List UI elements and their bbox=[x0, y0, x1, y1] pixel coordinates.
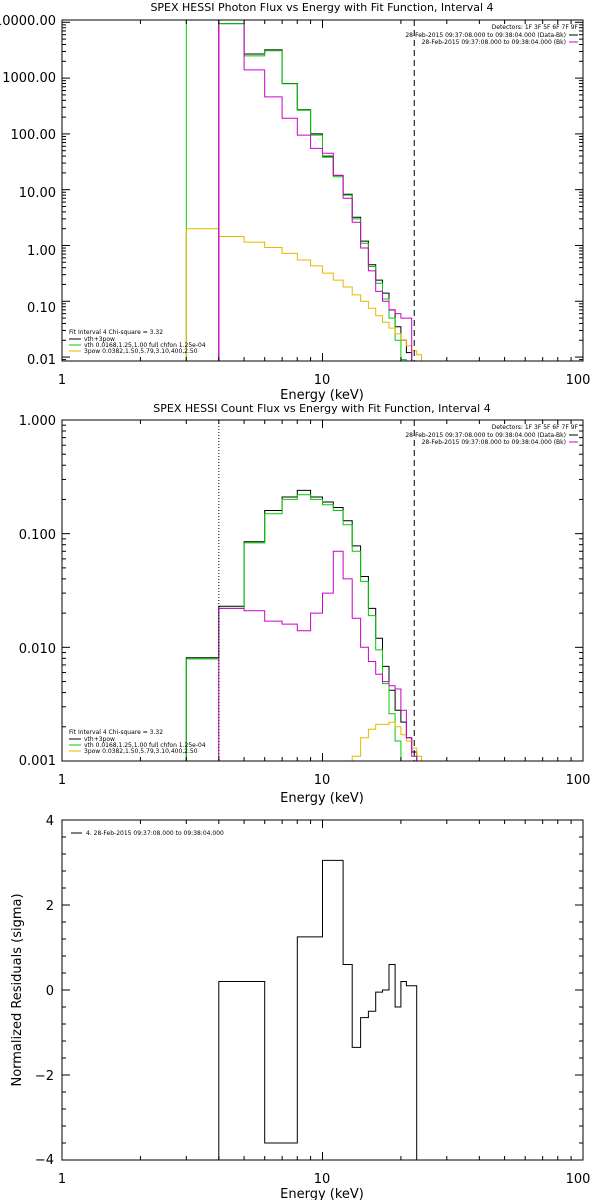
residuals-ytick-label: 2 bbox=[46, 899, 54, 914]
photon-ytick-label: 0.10 bbox=[27, 301, 56, 316]
count-xtick-label: 1 bbox=[58, 773, 66, 788]
count-chart-title: SPEX HESSI Count Flux vs Energy with Fit… bbox=[153, 402, 490, 415]
photon-legend-right-line: Detectors: 1F 3F 5F 6F 7F 9F bbox=[492, 24, 579, 31]
photon-legend-left-line: Fit Interval 4 Chi-square = 3.32 bbox=[69, 329, 163, 336]
photon-legend-left-line: 3pow 0.0382,1.50,5.79,3.10,400,2.50 bbox=[84, 348, 198, 355]
residuals-x-axis-label: Energy (keV) bbox=[280, 1187, 364, 1200]
count-ytick-label: 0.100 bbox=[19, 528, 56, 543]
photon-xtick-label: 10 bbox=[314, 373, 331, 388]
count-series-powerlaw bbox=[351, 721, 422, 761]
residuals-axis-ticks bbox=[61, 819, 583, 1161]
photon-vlines bbox=[218, 20, 415, 361]
photon-ytick-label: 1000.00 bbox=[2, 71, 56, 86]
count-legend-left-line: 3pow 0.0382,1.50,5.79,3.10,400,2.50 bbox=[84, 748, 198, 755]
photon-legend-left-line: vth 0.0168,1.25,1.00 full chfon 1.25e-04 bbox=[84, 342, 206, 349]
residuals-series-group bbox=[218, 859, 418, 1160]
count-series-total bbox=[185, 489, 422, 762]
photon-axis-ticks bbox=[61, 20, 583, 361]
count-legend-left-line: vth 0.0168,1.25,1.00 full chfon 1.25e-04 bbox=[84, 742, 206, 749]
photon-x-axis-label: Energy (keV) bbox=[280, 388, 364, 403]
photon-series-group bbox=[185, 19, 422, 361]
residuals-series-total bbox=[218, 859, 418, 1160]
residuals-legend-label: 4. 28-Feb-2015 09:37:08.000 to 09:38:04.… bbox=[86, 830, 224, 837]
photon-ytick-label: 1.00 bbox=[27, 244, 56, 259]
count-ytick-label: 0.001 bbox=[19, 754, 56, 769]
photon-series-background bbox=[218, 19, 413, 361]
residuals-ytick-label: −2 bbox=[35, 1069, 54, 1084]
photon-ytick-label: 10000.00 bbox=[0, 14, 56, 29]
residuals-xtick-label: 1 bbox=[58, 1172, 66, 1187]
count-ytick-label: 0.010 bbox=[19, 642, 56, 657]
count-legend-right-line: 28-Feb-2015 09:37:08.000 to 09:38:04.000… bbox=[405, 432, 566, 439]
count-legend-left-line: Fit Interval 4 Chi-square = 3.32 bbox=[69, 729, 163, 736]
count-series-background bbox=[218, 550, 418, 761]
residuals-xtick-label: 10 bbox=[314, 1172, 331, 1187]
residuals-panel: 4 2 0 −2 −4 1 10 100 Energy (keV) Normal… bbox=[10, 814, 590, 1200]
photon-legend-right-line: 28-Feb-2015 09:37:08.000 to 09:38:04.000… bbox=[405, 32, 566, 39]
residuals-ytick-label: 0 bbox=[46, 984, 54, 999]
photon-series-powerlaw bbox=[185, 228, 422, 361]
photon-series-total bbox=[218, 23, 413, 361]
photon-chart-title: SPEX HESSI Photon Flux vs Energy with Fi… bbox=[150, 1, 493, 14]
photon-legend-right-line: 28-Feb-2015 09:37:08.000 to 09:38:04.000… bbox=[422, 39, 566, 46]
residuals-y-axis-label: Normalized Residuals (sigma) bbox=[10, 893, 25, 1086]
count-xtick-label: 10 bbox=[314, 773, 331, 788]
photon-xtick-label: 100 bbox=[566, 373, 591, 388]
count-legend-left-line: vth+3pow bbox=[84, 736, 115, 743]
count-flux-panel: SPEX HESSI Count Flux vs Energy with Fit… bbox=[19, 402, 591, 806]
count-vlines bbox=[218, 420, 415, 761]
photon-ytick-label: 10.00 bbox=[19, 186, 56, 201]
count-ytick-label: 1.000 bbox=[19, 414, 56, 429]
residuals-xtick-label: 100 bbox=[566, 1172, 591, 1187]
count-legend-right-line: 28-Feb-2015 09:37:08.000 to 09:38:04.000… bbox=[422, 439, 566, 446]
residuals-ytick-label: 4 bbox=[46, 814, 54, 829]
photon-plot-frame bbox=[61, 19, 584, 362]
count-plot-frame bbox=[61, 419, 584, 762]
count-x-axis-label: Energy (keV) bbox=[280, 791, 364, 806]
photon-xtick-label: 1 bbox=[58, 373, 66, 388]
residuals-ytick-label: −4 bbox=[35, 1153, 54, 1168]
count-xtick-label: 100 bbox=[566, 773, 591, 788]
photon-flux-panel: SPEX HESSI Photon Flux vs Energy with Fi… bbox=[0, 1, 590, 403]
count-axis-ticks bbox=[61, 419, 583, 762]
photon-ytick-label: 100.00 bbox=[11, 128, 57, 143]
count-series-group bbox=[185, 489, 422, 762]
count-legend-right-line: Detectors: 1F 3F 5F 6F 7F 9F bbox=[492, 424, 579, 431]
photon-ytick-label: 0.01 bbox=[27, 353, 56, 368]
photon-legend-left-line: vth+3pow bbox=[84, 336, 115, 343]
